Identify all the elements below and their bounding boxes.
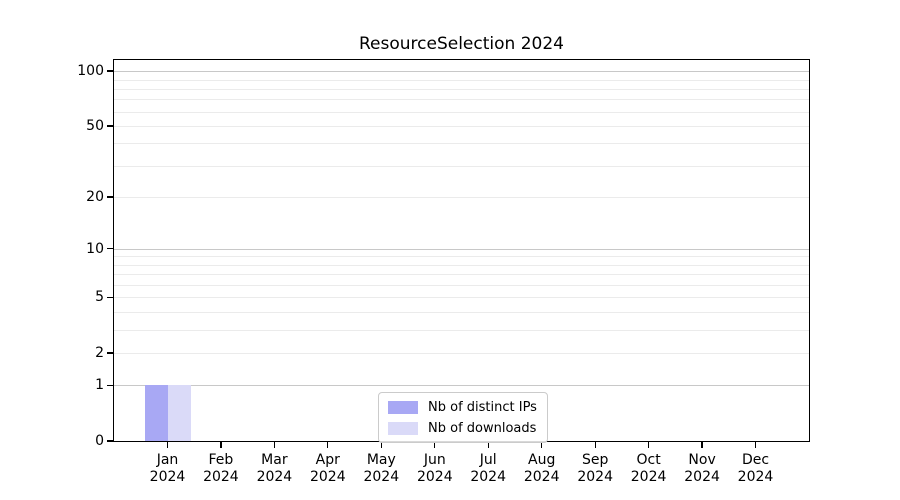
x-tick-sep	[594, 441, 596, 448]
y-gridline-minor-50	[114, 125, 809, 127]
y-gridline-minor-70	[114, 99, 809, 101]
y-gridline-minor-90	[114, 79, 809, 81]
x-tick-label-feb: Feb 2024	[179, 452, 263, 485]
y-tick-10	[106, 248, 113, 250]
x-tick-label-sep: Sep 2024	[553, 452, 637, 485]
legend-entry: Nb of distinct IPs	[388, 398, 537, 416]
y-tick-100	[106, 70, 113, 72]
x-tick-jul	[487, 441, 489, 448]
chart-title: ResourceSelection 2024	[359, 34, 564, 54]
y-tick-label-20: 20	[86, 189, 104, 205]
x-tick-month: Mar	[261, 452, 288, 468]
x-tick-aug	[541, 441, 543, 448]
x-tick-label-may: May 2024	[339, 452, 423, 485]
x-tick-month: Feb	[208, 452, 234, 468]
x-tick-year: 2024	[256, 468, 293, 485]
x-tick-feb	[220, 441, 222, 448]
y-gridline-minor-9	[114, 256, 809, 258]
x-tick-label-aug: Aug 2024	[500, 452, 584, 485]
x-tick-year: 2024	[149, 468, 186, 485]
legend-entry: Nb of downloads	[388, 419, 537, 437]
y-gridline-minor-60	[114, 111, 809, 113]
y-tick-0	[106, 440, 113, 442]
x-tick-apr	[327, 441, 329, 448]
x-tick-month: Nov	[688, 452, 716, 468]
y-gridline-minor-8	[114, 264, 809, 266]
x-tick-dec	[754, 441, 757, 448]
x-tick-label-apr: Apr 2024	[286, 452, 370, 485]
y-tick-20	[106, 196, 113, 198]
x-tick-label-mar: Mar 2024	[232, 452, 316, 485]
x-tick-month: Jan	[156, 452, 179, 468]
y-tick-2	[106, 352, 113, 354]
x-tick-year: 2024	[523, 468, 560, 485]
y-gridline-minor-3	[114, 329, 809, 331]
x-tick-label-jun: Jun 2024	[393, 452, 477, 485]
x-tick-may	[380, 441, 382, 448]
y-gridline-minor-7	[114, 274, 809, 276]
y-tick-50	[106, 125, 113, 127]
y-gridline-minor-6	[114, 285, 809, 286]
y-gridline-minor-40	[114, 143, 809, 145]
x-tick-year: 2024	[737, 468, 774, 485]
y-gridline-minor-20	[114, 197, 809, 198]
plot-area: 0 1 2 5 10 20 50 100 Jan 2024 Feb 2024 Mar 2024 Apr 20…	[77, 59, 810, 485]
x-tick-month: Apr	[315, 452, 340, 468]
y-gridline-major-100	[114, 71, 809, 73]
y-gridline-major-1	[114, 385, 809, 387]
x-tick-month: Aug	[528, 452, 556, 468]
x-tick-year: 2024	[363, 468, 400, 485]
y-gridline-minor-5	[114, 297, 809, 299]
x-tick-label-jan: Jan 2024	[126, 452, 210, 485]
legend-swatch	[388, 421, 418, 435]
x-tick-jun	[434, 441, 436, 448]
y-gridline-minor-2	[114, 352, 809, 354]
bar-nb-of-downloads-jan	[167, 385, 191, 441]
x-tick-month: Dec	[741, 452, 770, 468]
x-tick-month: Jul	[479, 452, 497, 468]
legend-label: Nb of distinct IPs	[428, 399, 537, 415]
y-tick-label-2: 2	[95, 344, 104, 361]
y-tick-5	[106, 296, 113, 299]
x-tick-month: Oct	[636, 452, 661, 468]
y-tick-label-1: 1	[95, 377, 104, 394]
y-gridline-minor-4	[114, 312, 809, 313]
y-tick-label-100: 100	[77, 63, 104, 80]
x-tick-oct	[647, 441, 650, 448]
y-tick-1	[106, 384, 113, 387]
y-gridline-minor-80	[114, 88, 809, 90]
x-tick-mar	[273, 441, 276, 448]
x-tick-label-dec: Dec 2024	[714, 452, 798, 485]
x-tick-label-jul: Jul 2024	[446, 452, 530, 485]
x-tick-year: 2024	[577, 468, 613, 485]
x-tick-month: Sep	[581, 452, 609, 468]
y-gridline-minor-30	[114, 165, 809, 167]
x-tick-year: 2024	[630, 468, 667, 485]
y-tick-label-0: 0	[95, 433, 104, 449]
x-tick-jan	[166, 441, 169, 448]
legend: Nb of distinct IPs Nb of downloads	[378, 392, 548, 443]
x-tick-year: 2024	[684, 468, 720, 485]
x-tick-year: 2024	[470, 468, 506, 485]
x-tick-month: May	[366, 452, 396, 468]
legend-swatch	[388, 400, 418, 414]
bar-nb-of-distinct-ips-jan	[144, 385, 168, 441]
x-tick-year: 2024	[309, 468, 346, 485]
x-tick-year: 2024	[416, 468, 453, 485]
x-tick-year: 2024	[203, 468, 239, 485]
y-tick-label-5: 5	[95, 289, 104, 306]
x-tick-label-oct: Oct 2024	[607, 452, 691, 485]
y-tick-label-10: 10	[86, 240, 104, 257]
x-tick-nov	[701, 441, 703, 448]
x-tick-month: Jun	[423, 452, 446, 468]
y-gridline-major-10	[114, 248, 809, 250]
y-tick-label-50: 50	[86, 117, 104, 134]
x-tick-label-nov: Nov 2024	[660, 452, 744, 485]
legend-label: Nb of downloads	[428, 420, 537, 436]
